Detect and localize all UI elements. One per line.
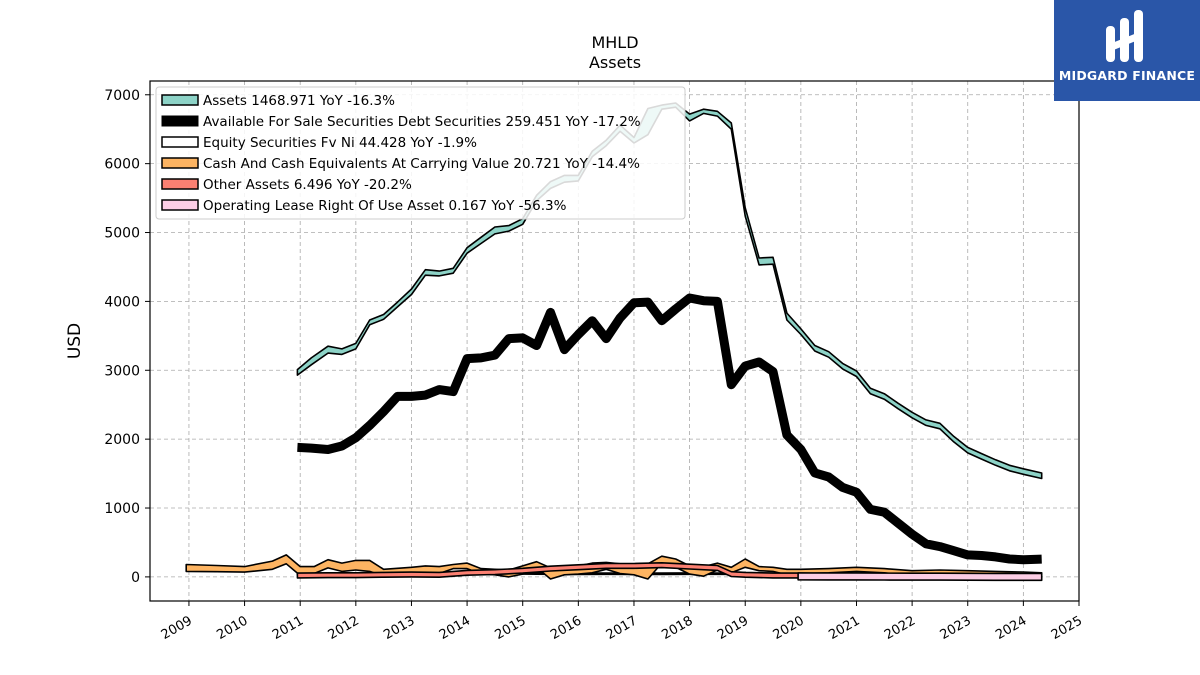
x-tick-label: 2020 [771,613,807,643]
x-tick-label: 2014 [437,613,473,643]
legend-swatch-other [161,178,199,190]
midgard-finance-logo: MIDGARD FINANCE [1054,0,1200,101]
x-tick-label: 2010 [214,613,250,643]
x-tick-label: 2013 [381,613,417,643]
legend-swatch-afs [161,115,199,127]
legend-label-cash: Cash And Cash Equivalents At Carrying Va… [203,156,640,172]
x-tick-label: 2023 [938,613,974,643]
y-tick-label: 6000 [104,157,140,173]
y-tick-label: 5000 [104,226,140,242]
x-tick-label: 2012 [326,613,362,643]
logo-text: MIDGARD FINANCE [1058,68,1196,83]
legend-label-afs: Available For Sale Securities Debt Secur… [203,114,641,130]
legend-swatch-cash [161,157,199,169]
y-tick-label: 0 [131,570,140,586]
x-tick-label: 2025 [1049,613,1085,643]
x-tick-label: 2017 [604,613,640,643]
y-tick-label: 7000 [104,88,140,104]
y-tick-label: 1000 [104,501,140,517]
legend-swatch-lease [161,199,199,211]
plot-frame [149,80,1080,602]
x-tick-label: 2024 [993,613,1029,643]
legend: Assets 1468.971 YoY -16.3% Available For … [155,86,686,220]
x-tick-label: 2022 [882,613,918,643]
y-axis-label: USD [65,323,85,359]
y-axis: 0 1000 2000 3000 4000 5000 6000 7000 [104,88,150,586]
x-tick-label: 2021 [826,613,862,643]
chart-title: MHLD [591,33,638,52]
y-tick-label: 2000 [104,432,140,448]
legend-label-lease: Operating Lease Right Of Use Asset 0.167… [203,198,567,214]
legend-swatch-equity [161,136,199,148]
legend-box [155,86,686,220]
x-tick-label: 2018 [659,613,695,643]
x-tick-label: 2015 [493,613,529,643]
legend-label-other: Other Assets 6.496 YoY -20.2% [203,177,412,193]
chart-subtitle: Assets [589,53,641,72]
logo-mark-icon [1106,10,1143,62]
x-tick-label: 2011 [270,613,306,643]
x-tick-label: 2016 [548,613,584,643]
x-tick-label: 2009 [159,613,195,643]
series-line-afs [297,293,1042,565]
legend-label-equity: Equity Securities Fv Ni 44.428 YoY -1.9% [203,135,477,151]
y-tick-label: 3000 [104,363,140,379]
legend-swatch-assets [161,94,199,106]
series-band-lease [797,572,1043,582]
legend-label-assets: Assets 1468.971 YoY -16.3% [203,93,395,109]
y-tick-label: 4000 [104,294,140,310]
x-tick-label: 2019 [715,613,751,643]
x-axis: 2009 2010 2011 2012 2013 2014 2015 2016 2017 2018… [159,601,1085,643]
